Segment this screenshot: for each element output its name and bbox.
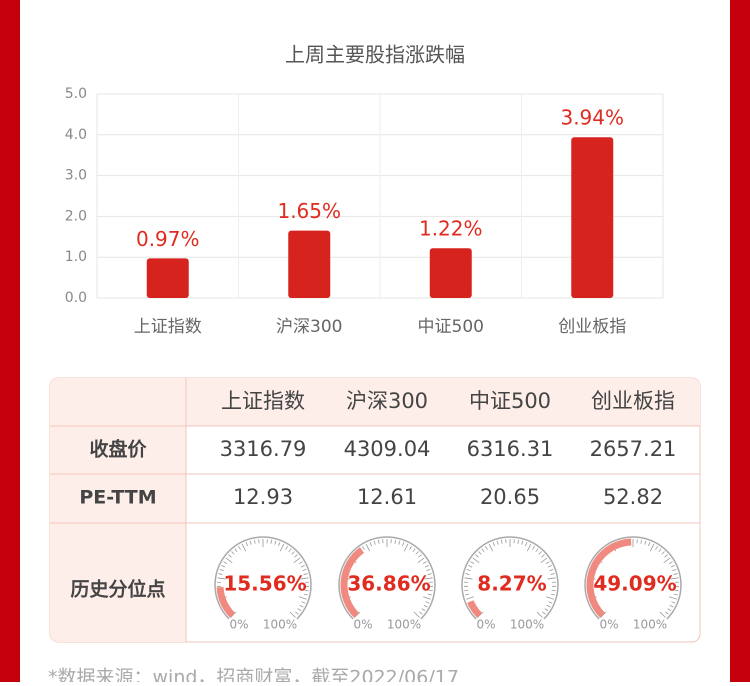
cell: 6316.31 bbox=[467, 437, 554, 461]
x-tick-label: 沪深300 bbox=[276, 317, 342, 337]
cell: 52.82 bbox=[603, 485, 663, 509]
y-tick-label: 0.0 bbox=[65, 290, 87, 306]
row-label: 收盘价 bbox=[89, 438, 147, 461]
gauge-value: 49.09% bbox=[593, 572, 676, 596]
x-tick-label: 中证500 bbox=[418, 317, 484, 337]
cell: 3316.79 bbox=[220, 437, 307, 461]
cell: 2657.21 bbox=[590, 437, 677, 461]
gauge-min: 0% bbox=[229, 618, 248, 632]
row-label: 历史分位点 bbox=[70, 578, 165, 601]
gauge-tick bbox=[552, 590, 556, 591]
column-header: 沪深300 bbox=[346, 389, 428, 413]
y-tick-label: 2.0 bbox=[65, 208, 87, 224]
bar bbox=[288, 231, 330, 298]
column-header: 上证指数 bbox=[221, 389, 305, 413]
cell: 12.93 bbox=[233, 485, 293, 509]
y-tick-label: 1.0 bbox=[65, 249, 87, 265]
gauge-value: 15.56% bbox=[223, 572, 306, 596]
y-tick-label: 3.0 bbox=[65, 168, 87, 184]
value-label: 1.22% bbox=[419, 217, 483, 241]
gauge-max: 100% bbox=[633, 618, 667, 632]
column-header: 中证500 bbox=[469, 389, 551, 413]
value-label: 0.97% bbox=[136, 227, 200, 251]
y-tick-label: 5.0 bbox=[65, 86, 87, 102]
gauge-value: 36.86% bbox=[347, 572, 430, 596]
value-label: 3.94% bbox=[560, 106, 624, 130]
chart-title: 上周主要股指涨跌幅 bbox=[285, 43, 465, 67]
gauge-min: 0% bbox=[599, 618, 618, 632]
footnote: *数据来源：wind，招商财富，截至2022/06/17 bbox=[48, 667, 459, 683]
x-tick-label: 上证指数 bbox=[134, 317, 202, 337]
cell: 12.61 bbox=[357, 485, 417, 509]
gauge-min: 0% bbox=[353, 618, 372, 632]
gauge-value: 8.27% bbox=[477, 572, 546, 596]
gauge-max: 100% bbox=[263, 618, 297, 632]
row-label: PE-TTM bbox=[79, 487, 156, 509]
gauge-max: 100% bbox=[387, 618, 421, 632]
x-tick-label: 创业板指 bbox=[558, 317, 626, 337]
cell: 4309.04 bbox=[344, 437, 431, 461]
bar bbox=[571, 137, 613, 298]
gauge-max: 100% bbox=[510, 618, 544, 632]
bar bbox=[147, 258, 189, 298]
cell: 20.65 bbox=[480, 485, 540, 509]
y-tick-label: 4.0 bbox=[65, 127, 87, 143]
column-header: 创业板指 bbox=[591, 389, 675, 413]
value-label: 1.65% bbox=[277, 199, 341, 223]
gauge-min: 0% bbox=[476, 618, 495, 632]
bar bbox=[430, 248, 472, 298]
gauge-tick bbox=[464, 590, 468, 591]
